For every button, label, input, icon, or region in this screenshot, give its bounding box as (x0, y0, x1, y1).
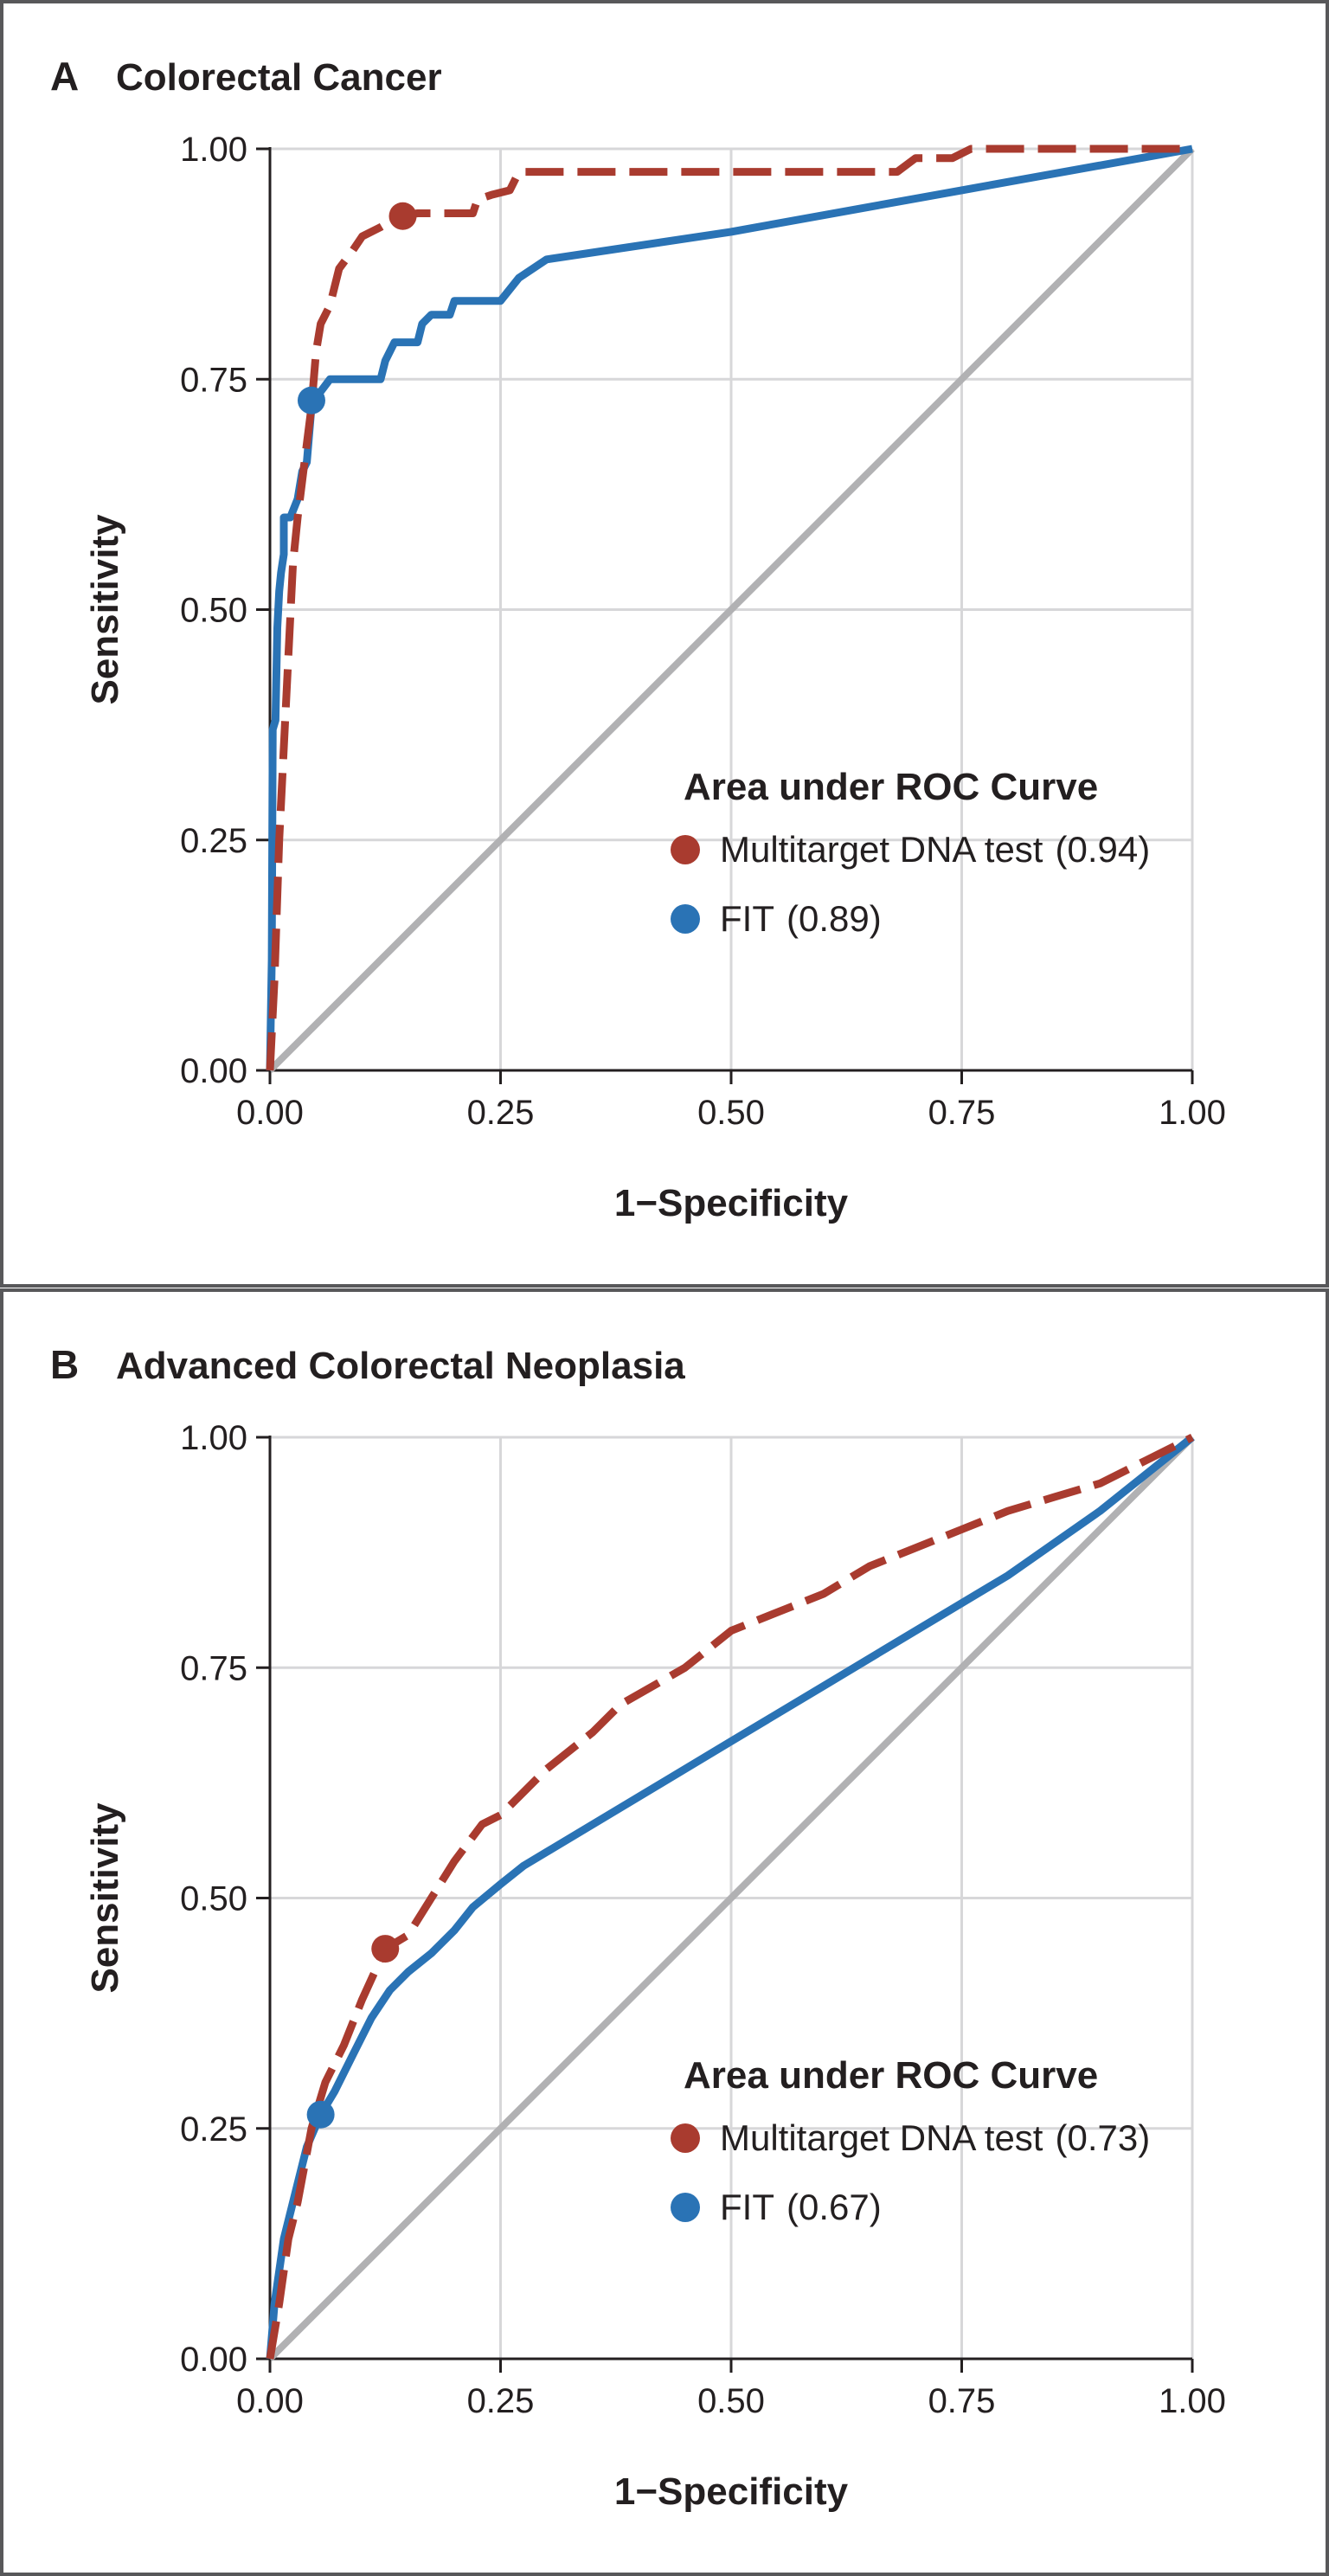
x-tick-label: 0.75 (928, 1094, 996, 1132)
panel-letter: A (50, 54, 79, 99)
panel-frame (0, 0, 1329, 1288)
chart-title: Advanced Colorectal Neoplasia (116, 1345, 685, 1387)
panel-b-advanced-colorectal-neoplasia: B Advanced Colorectal Neoplasia 0.00 0.25 0.… (0, 1288, 1329, 2576)
legend-label-fit: FIT (0.67) (720, 2187, 882, 2227)
legend-auc-multitarget-dna-test: (0.73) (1055, 2117, 1150, 2158)
y-tick-label: 0.75 (180, 1649, 247, 1687)
x-tick-label: 0.00 (236, 2382, 304, 2420)
x-axis-label: 1−Specificity (614, 1182, 849, 1224)
series-line-fit (266, 145, 1193, 1071)
x-axis-label: 1−Specificity (614, 2470, 849, 2513)
x-tick-label: 0.25 (467, 2382, 535, 2420)
panel-a-colorectal-cancer: A Colorectal Cancer 0.00 0.25 0.50 0.75 1.00 0.… (0, 0, 1329, 1288)
x-tick-label: 1.00 (1159, 2382, 1226, 2420)
legend-title: Area under ROC Curve (684, 766, 1098, 808)
y-tick-label: 1.00 (180, 131, 247, 169)
y-axis-label: Sensitivity (84, 1802, 126, 1994)
y-tick-label: 0.50 (180, 592, 247, 630)
y-tick-label: 0.00 (180, 1052, 247, 1090)
legend-label-multitarget-dna-test: Multitarget DNA test (0.94) (720, 829, 1150, 870)
legend-swatch-multitarget-dna-test (671, 835, 700, 864)
y-tick-label: 0.50 (180, 1880, 247, 1918)
panel-letter: B (50, 1342, 79, 1387)
legend-swatch-multitarget-dna-test (671, 2123, 700, 2153)
legend: Area under ROC Curve Multitarget DNA test… (671, 766, 1150, 939)
legend-label-multitarget-dna-test: Multitarget DNA test (0.73) (720, 2117, 1150, 2158)
operating-point-marker-multitarget-dna-test (371, 1935, 400, 1963)
operating-point-marker-multitarget-dna-test (388, 202, 417, 230)
reference-diagonal-line (267, 1435, 1195, 2361)
y-tick-label: 0.25 (180, 822, 247, 860)
y-tick-label: 0.75 (180, 361, 247, 399)
operating-point-marker-fit (306, 2100, 335, 2129)
series-line-fit (266, 1434, 1195, 2360)
y-tick-label: 1.00 (180, 1419, 247, 1457)
legend-swatch-fit (671, 904, 700, 934)
x-tick-label: 0.75 (928, 2382, 996, 2420)
legend-auc-multitarget-dna-test: (0.94) (1055, 829, 1150, 870)
x-tick-label: 0.00 (236, 1094, 304, 1132)
roc-chart-a: A Colorectal Cancer 0.00 0.25 0.50 0.75 1.00 0.… (0, 0, 1329, 1288)
panel-frame (0, 1288, 1329, 2576)
roc-chart-b: B Advanced Colorectal Neoplasia 0.00 0.25 0.… (0, 1288, 1329, 2576)
legend-auc-fit: (0.67) (786, 2187, 882, 2227)
y-axis-label: Sensitivity (84, 514, 126, 705)
legend-swatch-fit (671, 2193, 700, 2222)
x-tick-label: 0.25 (467, 1094, 535, 1132)
y-tick-label: 0.00 (180, 2341, 247, 2379)
legend: Area under ROC Curve Multitarget DNA test… (671, 2054, 1150, 2227)
operating-point-marker-fit (297, 386, 325, 414)
legend-auc-fit: (0.89) (786, 898, 882, 939)
series-line-multitarget-dna-test (266, 145, 1192, 1071)
x-tick-label: 0.50 (697, 2382, 765, 2420)
series-line-multitarget-dna-test (266, 1433, 1195, 2360)
reference-diagonal-line (267, 146, 1195, 1073)
legend-label-fit: FIT (0.89) (720, 898, 882, 939)
x-tick-label: 0.50 (697, 1094, 765, 1132)
x-tick-label: 1.00 (1159, 1094, 1226, 1132)
legend-title: Area under ROC Curve (684, 2054, 1098, 2097)
chart-title: Colorectal Cancer (116, 56, 442, 99)
y-tick-label: 0.25 (180, 2110, 247, 2149)
